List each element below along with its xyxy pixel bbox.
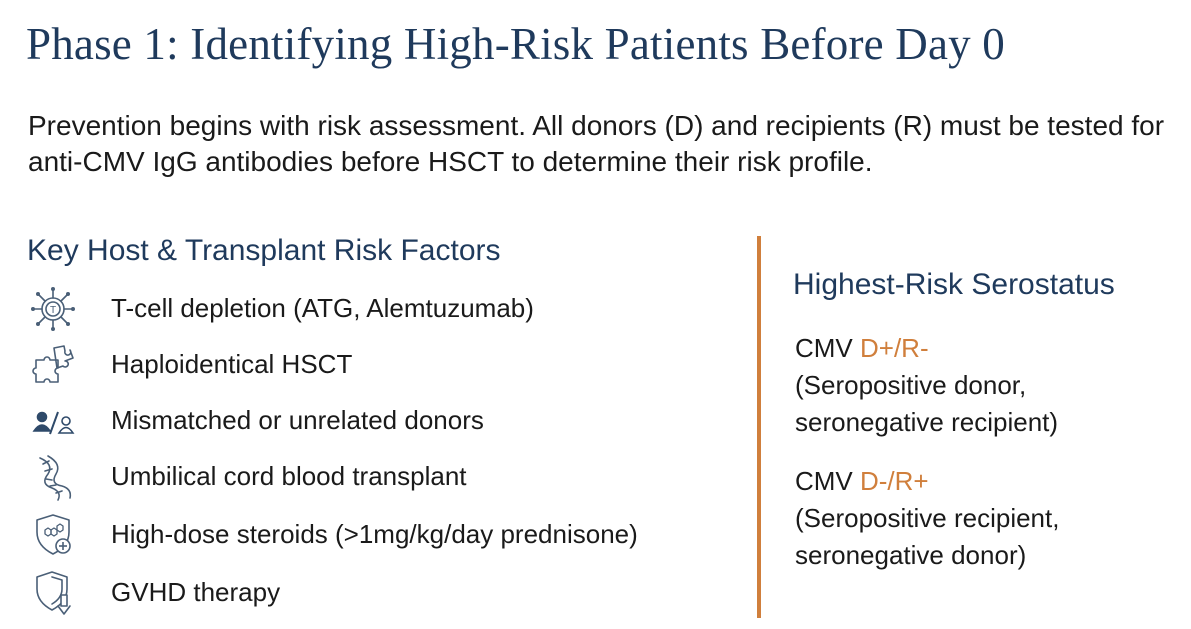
risk-factors-heading: Key Host & Transplant Risk Factors — [27, 234, 501, 267]
risk-factor-item: GVHD therapy — [20, 568, 720, 618]
serostatus-code: D+/R- — [860, 333, 929, 363]
svg-text:T: T — [50, 305, 56, 316]
serostatus-title: CMV D+/R- — [795, 330, 1058, 367]
risk-factor-label: T-cell depletion (ATG, Alemtuzumab) — [111, 293, 534, 323]
mismatched-donor-icon — [28, 396, 78, 446]
page-title: Phase 1: Identifying High-Risk Patients … — [26, 19, 1005, 69]
risk-factor-item: Haploidentical HSCT — [20, 340, 720, 390]
serostatus-entry: CMV D-/R+ (Seropositive recipient, seron… — [795, 463, 1059, 574]
risk-factor-label: Mismatched or unrelated donors — [111, 405, 484, 435]
intro-paragraph: Prevention begins with risk assessment. … — [28, 110, 1165, 177]
serostatus-code: D-/R+ — [860, 466, 929, 496]
umbilical-cord-icon — [28, 452, 78, 502]
serostatus-prefix: CMV — [795, 466, 860, 496]
risk-factor-item: Umbilical cord blood transplant — [20, 452, 720, 502]
serostatus-description-line: seronegative recipient) — [795, 407, 1059, 437]
serostatus-prefix: CMV — [795, 333, 860, 363]
puzzle-icon — [28, 340, 78, 390]
vertical-divider — [757, 236, 761, 618]
serostatus-description-line: (Seropositive recipient, — [795, 503, 1060, 533]
risk-factor-label: High-dose steroids (>1mg/kg/day predniso… — [111, 519, 638, 549]
risk-factor-item: High-dose steroids (>1mg/kg/day predniso… — [20, 510, 720, 560]
serostatus-description-line: (Seropositive donor, — [795, 370, 1027, 400]
risk-factor-label: Umbilical cord blood transplant — [111, 461, 467, 491]
serostatus-heading: Highest-Risk Serostatus — [793, 268, 1115, 301]
steroid-shield-icon — [28, 510, 78, 560]
risk-factor-label: Haploidentical HSCT — [111, 349, 353, 379]
serostatus-entry: CMV D+/R- (Seropositive donor, seronegat… — [795, 330, 1058, 441]
risk-factor-item: T T-cell depletion (ATG, Alemtuzumab) — [20, 284, 720, 334]
risk-factor-item: Mismatched or unrelated donors — [20, 396, 720, 446]
risk-factor-label: GVHD therapy — [111, 577, 281, 607]
t-cell-icon: T — [28, 284, 78, 334]
serostatus-description-line: seronegative donor) — [795, 540, 1027, 570]
shield-arrow-icon — [28, 568, 78, 618]
serostatus-title: CMV D-/R+ — [795, 463, 1059, 500]
